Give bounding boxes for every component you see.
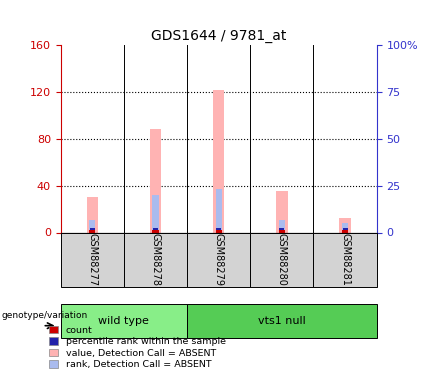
Text: genotype/variation: genotype/variation — [1, 311, 87, 320]
Bar — [89, 220, 95, 232]
Bar — [342, 230, 348, 232]
Bar — [61, 304, 187, 338]
Bar — [279, 220, 285, 232]
Bar — [342, 223, 348, 232]
Bar — [250, 232, 313, 287]
Bar — [153, 228, 158, 230]
Bar — [313, 232, 377, 287]
Bar — [343, 228, 348, 230]
Text: vts1 null: vts1 null — [258, 316, 306, 326]
Text: GSM88277: GSM88277 — [87, 233, 97, 286]
Bar — [87, 197, 98, 232]
Bar — [279, 230, 285, 232]
Bar — [339, 218, 351, 232]
Bar — [152, 195, 158, 232]
Text: GSM88279: GSM88279 — [213, 233, 224, 286]
Text: GSM88278: GSM88278 — [150, 233, 161, 286]
Bar — [276, 192, 288, 232]
Bar — [89, 230, 95, 232]
Bar — [90, 228, 95, 230]
Bar — [216, 230, 222, 232]
Bar — [61, 232, 124, 287]
Text: GSM88280: GSM88280 — [277, 233, 287, 286]
Title: GDS1644 / 9781_at: GDS1644 / 9781_at — [151, 28, 286, 43]
Bar — [187, 232, 250, 287]
Bar — [213, 90, 224, 232]
Bar — [187, 304, 377, 338]
Bar — [216, 189, 222, 232]
Bar — [279, 228, 284, 230]
Text: GSM88281: GSM88281 — [340, 233, 350, 286]
Legend: count, percentile rank within the sample, value, Detection Call = ABSENT, rank, : count, percentile rank within the sample… — [48, 325, 227, 370]
Bar — [150, 129, 161, 232]
Bar — [152, 230, 158, 232]
Bar — [216, 228, 221, 230]
Bar — [124, 232, 187, 287]
Text: wild type: wild type — [98, 316, 149, 326]
